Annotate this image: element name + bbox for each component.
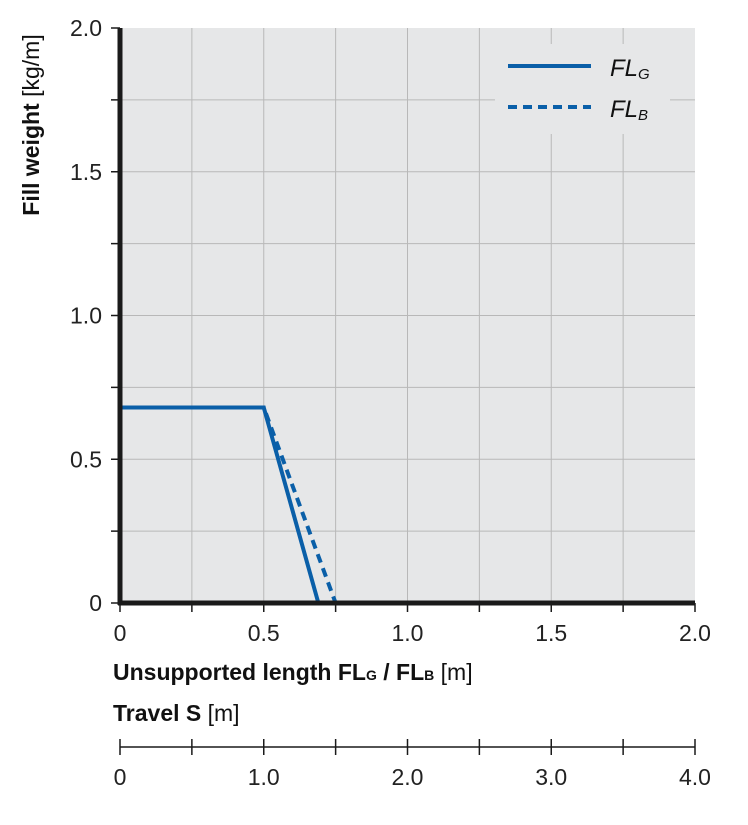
x-tick-label: 0.5 <box>248 620 280 646</box>
x-tick-label: 1.5 <box>535 620 567 646</box>
secondary-tick-label: 3.0 <box>535 764 567 790</box>
y-tick-label: 1.0 <box>70 303 102 329</box>
secondary-axis: 0 1.0 2.0 3.0 4.0 <box>114 739 711 790</box>
series-group <box>120 405 338 604</box>
y-axis-title: Fill weight [kg/m] <box>18 34 44 215</box>
secondary-axis-title: Travel S [m] <box>113 700 240 726</box>
y-tick-label: 1.5 <box>70 159 102 185</box>
axes <box>111 27 696 612</box>
secondary-tick-label: 1.0 <box>248 764 280 790</box>
secondary-tick-label: 2.0 <box>392 764 424 790</box>
x-axis-title: Unsupported length FLG / FLB [m] <box>113 659 473 685</box>
secondary-tick-label: 0 <box>114 764 127 790</box>
grid-lines <box>120 28 695 603</box>
tick-labels: 0 0.5 1.0 1.5 2.0 0 0.5 1.0 1.5 2.0 <box>70 15 711 646</box>
legend-label-fl-b: FLB <box>610 96 648 124</box>
secondary-tick-label: 4.0 <box>679 764 711 790</box>
y-tick-label: 0 <box>89 590 102 616</box>
legend-background <box>495 44 670 134</box>
y-tick-label: 0.5 <box>70 446 102 472</box>
legend: FLG FLB <box>495 44 670 134</box>
x-tick-label: 1.0 <box>392 620 424 646</box>
legend-label-fl-g: FLG <box>610 55 650 83</box>
series-line-fl-b <box>120 405 338 604</box>
x-tick-label: 2.0 <box>679 620 711 646</box>
x-tick-label: 0 <box>114 620 127 646</box>
y-tick-label: 2.0 <box>70 15 102 41</box>
